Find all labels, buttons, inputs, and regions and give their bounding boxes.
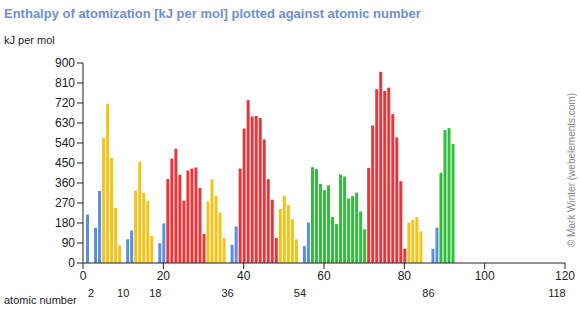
svg-text:540: 540 xyxy=(55,136,75,150)
svg-text:60: 60 xyxy=(317,269,331,283)
svg-text:630: 630 xyxy=(55,116,75,130)
svg-text:118: 118 xyxy=(548,287,566,299)
svg-text:180: 180 xyxy=(55,216,75,230)
html-text:atomic number: atomic number xyxy=(4,294,77,306)
svg-text:90: 90 xyxy=(62,236,76,250)
svg-text:100: 100 xyxy=(475,269,495,283)
svg-text:10: 10 xyxy=(117,287,129,299)
svg-text:0: 0 xyxy=(68,256,75,270)
svg-text:20: 20 xyxy=(157,269,171,283)
svg-text:18: 18 xyxy=(149,287,161,299)
svg-text:40: 40 xyxy=(237,269,251,283)
svg-text:2: 2 xyxy=(88,287,94,299)
svg-text:80: 80 xyxy=(398,269,412,283)
svg-text:450: 450 xyxy=(55,156,75,170)
svg-text:900: 900 xyxy=(55,56,75,70)
svg-text:270: 270 xyxy=(55,196,75,210)
html-text:kJ per mol: kJ per mol xyxy=(4,34,55,46)
html-text:Enthalpy of atomization [kJ pe: Enthalpy of atomization [kJ per mol] plo… xyxy=(4,6,421,21)
svg-text:810: 810 xyxy=(55,76,75,90)
svg-text:720: 720 xyxy=(55,96,75,110)
svg-text:120: 120 xyxy=(555,269,572,283)
svg-text:86: 86 xyxy=(422,287,434,299)
svg-text:54: 54 xyxy=(294,287,306,299)
svg-text:36: 36 xyxy=(221,287,233,299)
html-text:© Mark Winter (webelements.com: © Mark Winter (webelements.com) xyxy=(565,93,577,247)
svg-text:0: 0 xyxy=(80,269,87,283)
svg-text:360: 360 xyxy=(55,176,75,190)
